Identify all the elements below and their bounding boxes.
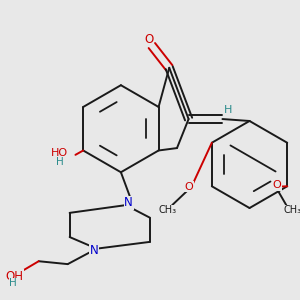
Text: H: H [10, 278, 17, 288]
Text: H: H [224, 105, 232, 115]
Text: O: O [144, 33, 154, 46]
Text: O: O [273, 180, 281, 190]
Text: O: O [184, 182, 193, 192]
Text: N: N [90, 244, 99, 256]
Text: CH₃: CH₃ [283, 206, 300, 215]
Text: N: N [124, 196, 133, 209]
Text: OH: OH [5, 270, 23, 283]
Text: H: H [56, 157, 64, 167]
Text: CH₃: CH₃ [159, 206, 177, 215]
Text: HO: HO [51, 148, 68, 158]
